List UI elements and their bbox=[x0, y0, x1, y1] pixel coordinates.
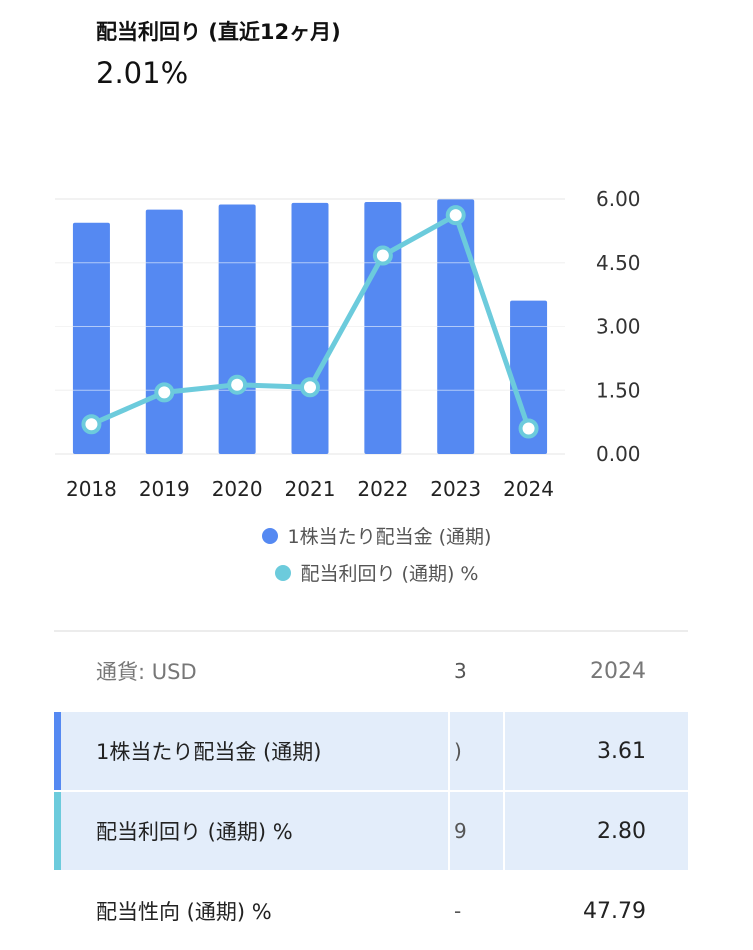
x-tick-label: 2018 bbox=[66, 477, 117, 501]
bar-2020 bbox=[218, 204, 256, 454]
row-accent-bar bbox=[54, 712, 61, 790]
x-tick-label: 2021 bbox=[285, 477, 336, 501]
bar-2024 bbox=[510, 300, 548, 454]
table-row-dividend[interactable]: 1株当たり配当金 (通期) ) 3.61 bbox=[54, 712, 688, 790]
row-clipped-value: 9 bbox=[454, 819, 467, 843]
table-row-payout[interactable]: 配当性向 (通期) % - 47.79 bbox=[54, 872, 688, 950]
bar-2021 bbox=[291, 202, 329, 454]
year-header: 2024 bbox=[590, 658, 646, 684]
row-value: 2.80 bbox=[597, 818, 646, 844]
column-separator bbox=[503, 712, 505, 872]
currency-label: 通貨: USD bbox=[96, 660, 197, 684]
row-label: 1株当たり配当金 (通期) bbox=[96, 740, 322, 764]
yield-point-2022 bbox=[372, 245, 393, 266]
x-tick-label: 2020 bbox=[212, 477, 263, 501]
yield-point-2021 bbox=[300, 377, 320, 398]
row-label: 配当性向 (通期) % bbox=[96, 900, 272, 924]
column-separator bbox=[448, 712, 450, 872]
table-header-row: 通貨: USD 3 2024 bbox=[54, 632, 688, 710]
yield-point-2018 bbox=[81, 414, 102, 435]
legend-label-dividend: 1株当たり配当金 (通期) bbox=[287, 526, 492, 548]
legend-item-dividend[interactable]: 1株当たり配当金 (通期) bbox=[0, 522, 753, 549]
legend-item-yield[interactable]: 配当利回り (通期) % bbox=[0, 559, 753, 586]
x-tick-label: 2024 bbox=[503, 477, 554, 501]
legend: 1株当たり配当金 (通期) 配当利回り (通期) % bbox=[0, 522, 753, 586]
table-row-yield[interactable]: 配当利回り (通期) % 9 2.80 bbox=[54, 792, 688, 870]
legend-dot-yield-icon bbox=[274, 564, 291, 581]
y-tick-label: 4.50 bbox=[596, 251, 641, 275]
row-value: 47.79 bbox=[583, 898, 646, 924]
y-tick-label: 1.50 bbox=[596, 378, 641, 402]
dividend-chart: 6.00 4.50 3.00 1.50 0.00 2018 2019 2020 2021 2022… bbox=[55, 187, 641, 501]
yield-point-2024 bbox=[518, 418, 539, 439]
x-tick-label: 2023 bbox=[430, 477, 481, 501]
yield-point-2020 bbox=[227, 374, 248, 395]
yield-point-2019 bbox=[154, 382, 175, 403]
legend-label-yield: 配当利回り (通期) % bbox=[300, 563, 479, 585]
row-clipped-value: ) bbox=[454, 739, 462, 763]
row-accent-bar bbox=[54, 792, 61, 870]
bar-2022 bbox=[364, 201, 402, 454]
y-tick-label: 0.00 bbox=[596, 442, 641, 466]
table-divider bbox=[54, 630, 688, 632]
bar-2018 bbox=[72, 222, 110, 454]
bar-2019 bbox=[145, 209, 183, 454]
y-tick-label: 6.00 bbox=[596, 187, 641, 211]
dividend-yield-value: 2.01% bbox=[96, 56, 189, 90]
legend-dot-dividend-icon bbox=[261, 527, 278, 544]
row-clipped-value: - bbox=[454, 899, 462, 923]
row-value: 3.61 bbox=[597, 738, 646, 764]
clipped-year-header: 3 bbox=[454, 659, 467, 683]
y-tick-label: 3.00 bbox=[596, 315, 641, 339]
row-label: 配当利回り (通期) % bbox=[96, 820, 293, 844]
x-tick-label: 2019 bbox=[139, 477, 190, 501]
x-tick-label: 2022 bbox=[357, 477, 408, 501]
page-title: 配当利回り (直近12ヶ月) bbox=[96, 20, 341, 44]
yield-point-2023 bbox=[445, 205, 466, 226]
